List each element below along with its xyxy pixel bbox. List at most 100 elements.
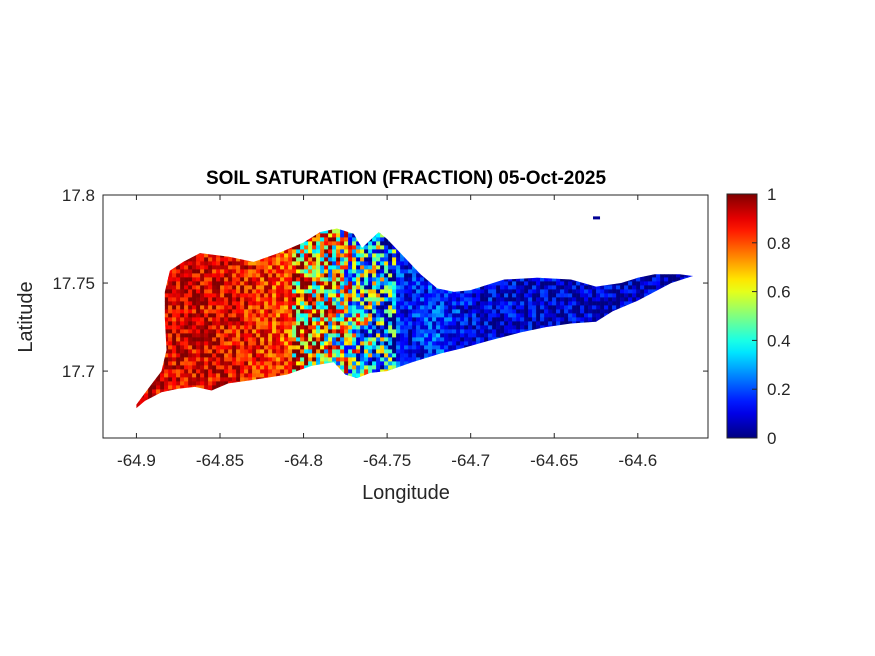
saturation-cell — [456, 333, 461, 338]
saturation-cell — [324, 281, 329, 286]
saturation-cell — [376, 241, 381, 246]
saturation-cell — [456, 305, 461, 310]
saturation-cell — [432, 349, 437, 354]
saturation-cell — [260, 341, 265, 346]
saturation-cell — [220, 325, 225, 330]
saturation-cell — [300, 301, 305, 306]
saturation-cell — [512, 277, 517, 282]
saturation-cell — [304, 313, 309, 318]
saturation-cell — [380, 353, 385, 358]
saturation-cell — [344, 265, 349, 270]
saturation-cell — [392, 325, 397, 330]
saturation-cell — [544, 289, 549, 294]
saturation-cell — [284, 349, 289, 354]
saturation-cell — [272, 285, 277, 290]
saturation-cell — [348, 333, 353, 338]
saturation-cell — [192, 273, 197, 278]
saturation-cell — [244, 357, 249, 362]
saturation-cell — [240, 341, 245, 346]
saturation-cell — [184, 285, 189, 290]
saturation-cell — [420, 297, 425, 302]
saturation-cell — [252, 341, 257, 346]
saturation-cell — [316, 265, 321, 270]
saturation-cell — [372, 257, 377, 262]
saturation-cell — [264, 309, 269, 314]
saturation-cell — [412, 341, 417, 346]
saturation-cell — [444, 289, 449, 294]
saturation-cell — [328, 289, 333, 294]
saturation-cell — [332, 353, 337, 358]
saturation-cell — [488, 333, 493, 338]
saturation-cell — [520, 285, 525, 290]
saturation-cell — [196, 341, 201, 346]
saturation-cell — [600, 313, 605, 318]
saturation-cell — [360, 329, 365, 334]
saturation-cell — [216, 281, 221, 286]
saturation-cell — [276, 349, 281, 354]
saturation-cell — [424, 321, 429, 326]
saturation-cell — [232, 357, 237, 362]
saturation-cell — [528, 321, 533, 326]
saturation-cell — [248, 289, 253, 294]
saturation-cell — [332, 337, 337, 342]
saturation-cell — [564, 289, 569, 294]
saturation-cell — [520, 277, 525, 282]
saturation-cell — [460, 333, 465, 338]
saturation-cell — [384, 357, 389, 362]
saturation-cell — [528, 325, 533, 330]
saturation-cell — [392, 329, 397, 334]
saturation-cell — [384, 305, 389, 310]
saturation-cell — [264, 265, 269, 270]
saturation-cell — [496, 329, 501, 334]
saturation-cell — [556, 321, 561, 326]
saturation-cell — [516, 301, 521, 306]
saturation-cell — [284, 297, 289, 302]
saturation-cell — [396, 261, 401, 266]
saturation-cell — [548, 301, 553, 306]
saturation-cell — [288, 317, 293, 322]
saturation-cell — [352, 285, 357, 290]
saturation-cell — [396, 273, 401, 278]
saturation-cell — [208, 297, 213, 302]
saturation-cell — [252, 265, 257, 270]
saturation-cell — [264, 289, 269, 294]
saturation-cell — [164, 285, 169, 290]
saturation-cell — [272, 341, 277, 346]
saturation-cell — [392, 333, 397, 338]
saturation-cell — [392, 285, 397, 290]
saturation-cell — [456, 325, 461, 330]
saturation-cell — [316, 317, 321, 322]
saturation-cell — [540, 297, 545, 302]
saturation-cell — [272, 345, 277, 350]
saturation-cell — [252, 357, 257, 362]
saturation-cell — [236, 309, 241, 314]
saturation-cell — [560, 289, 565, 294]
saturation-cell — [232, 329, 237, 334]
saturation-cell — [532, 309, 537, 314]
saturation-cell — [572, 305, 577, 310]
saturation-cell — [364, 301, 369, 306]
saturation-cell — [432, 297, 437, 302]
saturation-cell — [348, 305, 353, 310]
saturation-cell — [320, 321, 325, 326]
saturation-cell — [212, 325, 217, 330]
saturation-cell — [448, 337, 453, 342]
saturation-cell — [276, 341, 281, 346]
saturation-cell — [368, 333, 373, 338]
saturation-cell — [280, 305, 285, 310]
saturation-cell — [408, 277, 413, 282]
saturation-cell — [356, 249, 361, 254]
saturation-cell — [328, 257, 333, 262]
saturation-cell — [296, 261, 301, 266]
saturation-cell — [332, 281, 337, 286]
saturation-cell — [376, 337, 381, 342]
saturation-cell — [364, 249, 369, 254]
saturation-cell — [296, 245, 301, 250]
saturation-cell — [208, 345, 213, 350]
saturation-cell — [268, 269, 273, 274]
saturation-cell — [368, 289, 373, 294]
saturation-cell — [448, 317, 453, 322]
saturation-cell — [676, 273, 681, 278]
saturation-cell — [316, 321, 321, 326]
